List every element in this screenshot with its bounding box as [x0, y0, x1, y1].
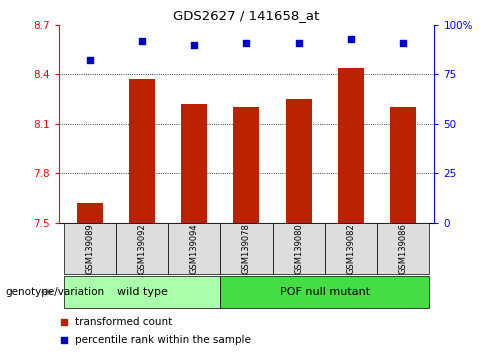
Point [138, 38, 146, 44]
Bar [377, 223, 429, 274]
Bar [390, 107, 416, 223]
Bar [64, 276, 221, 308]
Text: genotype/variation: genotype/variation [5, 287, 104, 297]
Text: GSM139078: GSM139078 [242, 223, 251, 274]
Bar [168, 223, 221, 274]
Point [243, 40, 250, 45]
Bar [338, 68, 364, 223]
Text: GSM139080: GSM139080 [294, 223, 303, 274]
Text: percentile rank within the sample: percentile rank within the sample [76, 335, 251, 344]
Point [295, 40, 303, 45]
Bar [77, 203, 103, 223]
Point [61, 320, 68, 325]
Bar [116, 223, 168, 274]
Point [190, 42, 198, 47]
Bar [285, 99, 312, 223]
Point [347, 36, 355, 41]
Point [61, 337, 68, 342]
Text: GSM139092: GSM139092 [138, 223, 146, 274]
Text: GSM139089: GSM139089 [85, 223, 94, 274]
Text: wild type: wild type [117, 287, 167, 297]
Text: GSM139082: GSM139082 [346, 223, 355, 274]
Bar [221, 276, 429, 308]
Title: GDS2627 / 141658_at: GDS2627 / 141658_at [173, 9, 320, 22]
Text: POF null mutant: POF null mutant [280, 287, 370, 297]
Bar [181, 104, 207, 223]
Bar [221, 223, 272, 274]
Text: GSM139094: GSM139094 [190, 223, 199, 274]
Bar [272, 223, 325, 274]
Bar [325, 223, 377, 274]
Bar [233, 107, 260, 223]
Text: transformed count: transformed count [76, 318, 173, 327]
Bar [64, 223, 116, 274]
Text: GSM139086: GSM139086 [399, 223, 407, 274]
Point [399, 40, 407, 45]
Point [86, 58, 94, 63]
Bar [129, 79, 155, 223]
